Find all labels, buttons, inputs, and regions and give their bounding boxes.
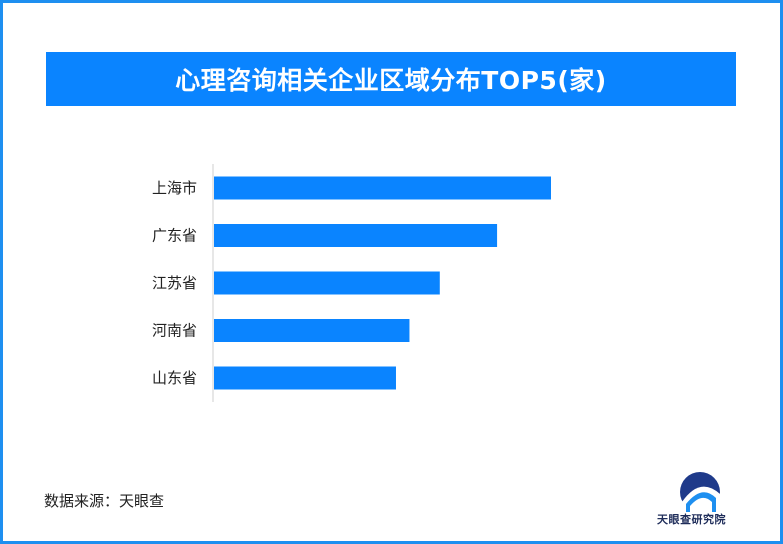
- category-label-0: 上海市: [152, 179, 197, 197]
- category-label-3: 河南省: [152, 322, 197, 340]
- category-label-4: 山东省: [152, 369, 197, 387]
- bar-1: [214, 224, 498, 247]
- tianyancha-logo-icon: [680, 472, 720, 512]
- bar-2: [214, 271, 440, 295]
- data-source: 数据来源：天眼查: [44, 492, 165, 510]
- chart-title: 心理咨询相关企业区域分布TOP5(家): [175, 66, 607, 95]
- bar-4: [214, 366, 396, 390]
- title-banner: 心理咨询相关企业区域分布TOP5(家): [46, 52, 736, 106]
- bar-group: [214, 176, 551, 390]
- bar-3: [214, 319, 410, 342]
- logo-text: 天眼查研究院: [657, 513, 726, 526]
- category-label-2: 江苏省: [152, 274, 197, 292]
- category-label-1: 广东省: [152, 227, 197, 245]
- bar-0: [214, 176, 551, 200]
